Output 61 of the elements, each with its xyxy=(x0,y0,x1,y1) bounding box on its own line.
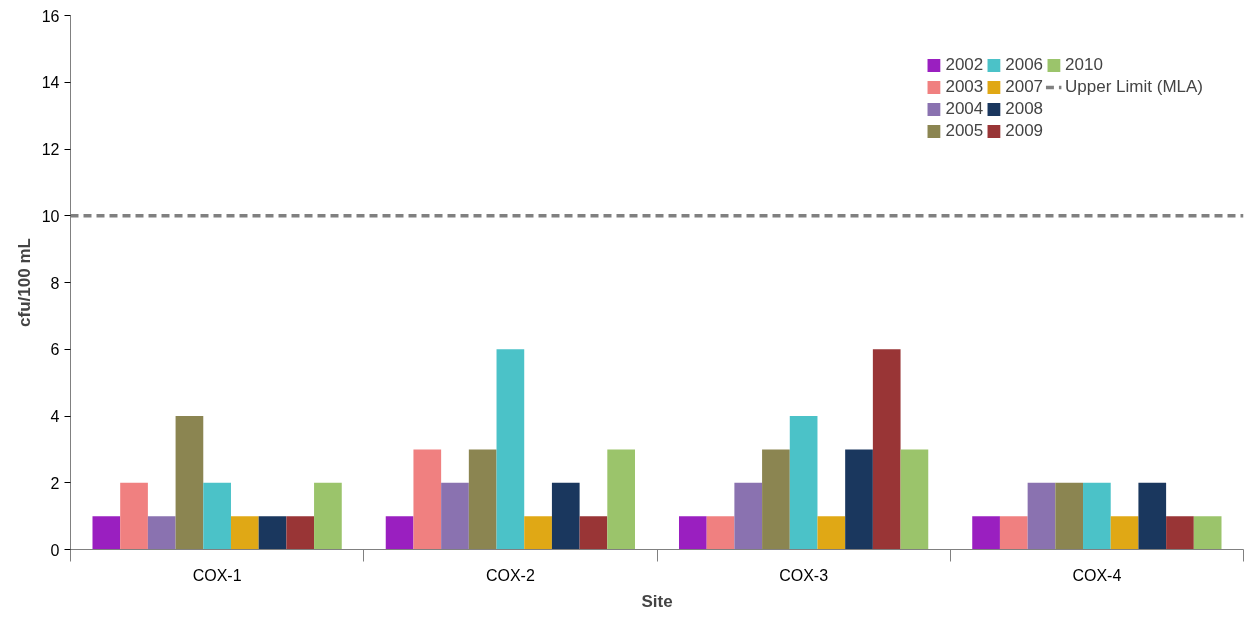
legend-label: 2003 xyxy=(945,77,984,97)
bar xyxy=(496,349,525,550)
bar xyxy=(579,516,608,550)
bar xyxy=(1083,482,1111,550)
bar xyxy=(734,482,763,550)
bar xyxy=(1193,516,1222,550)
bar xyxy=(230,516,259,550)
bar xyxy=(92,516,121,550)
bar xyxy=(551,482,580,550)
x-axis-title: Site xyxy=(641,591,673,611)
legend-label: 2004 xyxy=(945,99,984,119)
bar xyxy=(286,516,315,550)
legend-label: 2008 xyxy=(1005,99,1044,119)
bar xyxy=(678,516,707,550)
bar xyxy=(413,449,442,550)
bar xyxy=(872,349,901,550)
bar xyxy=(706,516,735,550)
y-tick-label: 10 xyxy=(41,207,60,225)
bar xyxy=(607,449,636,550)
legend-label: 2005 xyxy=(945,121,984,141)
x-tick-label: COX-3 xyxy=(779,566,829,584)
bar xyxy=(441,482,469,550)
bar xyxy=(817,516,846,550)
bar xyxy=(524,516,552,550)
x-tick-label: COX-2 xyxy=(485,566,535,584)
legend-label: Upper Limit (MLA) xyxy=(1065,77,1203,97)
bar xyxy=(1110,516,1139,550)
y-tick-label: 0 xyxy=(50,541,60,559)
bar xyxy=(900,449,929,550)
bar xyxy=(120,482,148,550)
legend-label: 2009 xyxy=(1005,121,1044,141)
bar xyxy=(175,416,204,550)
x-tick-label: COX-1 xyxy=(192,566,242,584)
legend-label: 2007 xyxy=(1005,77,1044,97)
bar xyxy=(203,482,231,550)
bar xyxy=(762,449,790,550)
bar xyxy=(147,516,176,550)
bar xyxy=(1055,482,1084,550)
x-tick-label: COX-4 xyxy=(1072,566,1122,584)
y-tick-label: 12 xyxy=(41,141,60,158)
bar xyxy=(385,516,414,550)
y-tick-label: 8 xyxy=(50,274,60,292)
bar xyxy=(468,449,497,550)
y-tick-label: 16 xyxy=(41,7,60,25)
legend-label: 2006 xyxy=(1005,55,1044,75)
y-tick-label: 2 xyxy=(50,474,60,492)
legend-label: 2010 xyxy=(1065,55,1103,75)
legend-label: 2002 xyxy=(945,55,984,75)
bar xyxy=(789,416,818,550)
bar xyxy=(999,516,1028,550)
bar xyxy=(1027,482,1056,550)
bar xyxy=(314,482,342,550)
y-tick-label: 6 xyxy=(50,341,60,359)
y-tick-label: 4 xyxy=(50,408,60,425)
bar xyxy=(258,516,287,550)
bar xyxy=(1138,482,1167,550)
y-axis-title: cfu/100 mL xyxy=(14,238,34,327)
bar xyxy=(972,516,1000,550)
y-tick-label: 14 xyxy=(41,74,60,92)
bar xyxy=(1166,516,1194,550)
bar xyxy=(845,449,873,550)
